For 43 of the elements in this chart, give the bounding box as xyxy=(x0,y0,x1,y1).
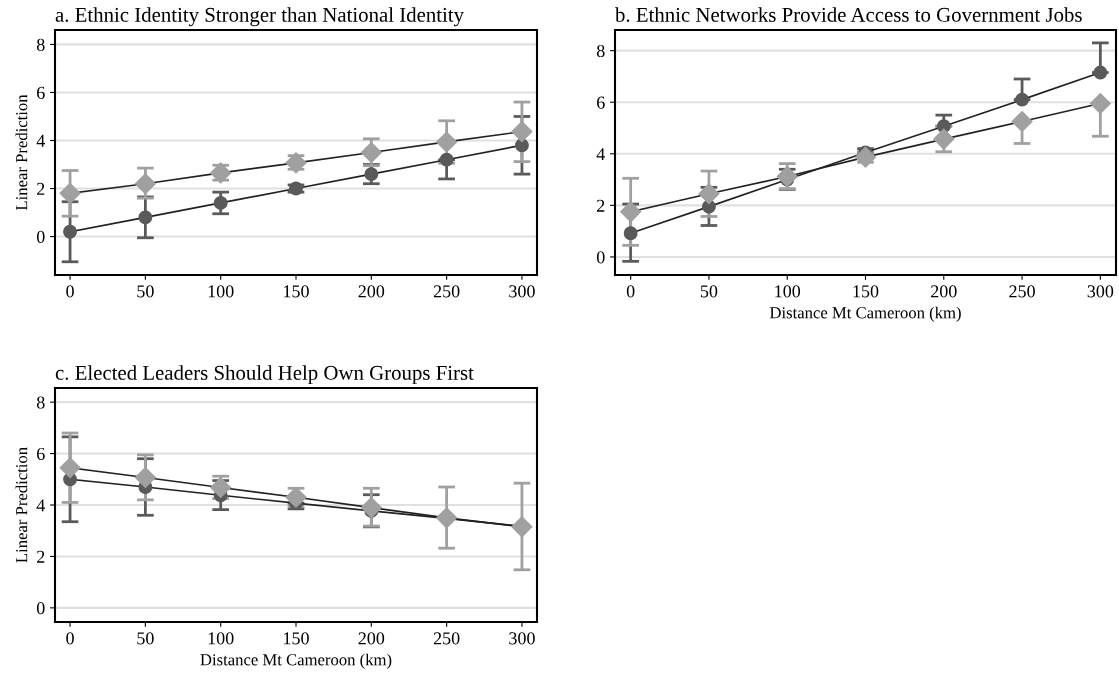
x-tick-label: 100 xyxy=(775,285,801,298)
y-tick-label: 4 xyxy=(36,499,45,512)
x-tick-label: 300 xyxy=(509,285,535,298)
x-tick-label: 50 xyxy=(137,285,154,298)
x-tick-label: 250 xyxy=(433,632,460,645)
y-tick-label: 8 xyxy=(36,396,45,409)
x-tick-label: 250 xyxy=(1009,285,1035,298)
x-tick-label: 0 xyxy=(66,632,74,645)
y-tick-label: 6 xyxy=(37,447,45,461)
x-tick-label: 0 xyxy=(626,285,635,298)
x-tick-label: 0 xyxy=(66,285,74,298)
x-tick-label: 100 xyxy=(208,632,234,645)
y-tick-label: 2 xyxy=(37,182,45,195)
chart-title: c. Elected Leaders Should Help Own Groups First xyxy=(55,365,474,385)
y-tick-label: 8 xyxy=(36,38,45,51)
x-tick-label: 250 xyxy=(433,285,460,298)
y-tick-label: 0 xyxy=(596,251,605,264)
x-tick-label: 150 xyxy=(284,632,309,645)
y-tick-label: 6 xyxy=(37,86,45,99)
y-tick-label: 0 xyxy=(36,230,45,244)
x-axis-title: Distance Mt Cameroon (km) xyxy=(200,653,392,669)
y-tick-label: 2 xyxy=(37,550,45,563)
x-tick-label: 200 xyxy=(358,285,385,298)
x-tick-label: 100 xyxy=(208,285,234,298)
x-tick-label: 300 xyxy=(509,632,535,645)
chart-title: a. Ethnic Identity Stronger than National Identity xyxy=(55,7,464,27)
y-tick-label: 6 xyxy=(597,96,605,109)
y-tick-label: 2 xyxy=(597,199,605,212)
y-axis-title: Linear Prediction xyxy=(15,447,28,563)
x-tick-label: 50 xyxy=(700,285,718,298)
y-axis-title: Linear Prediction xyxy=(15,94,28,211)
y-tick-label: 8 xyxy=(596,44,605,58)
x-tick-label: 150 xyxy=(853,285,879,298)
y-tick-label: 4 xyxy=(596,148,605,161)
x-tick-label: 200 xyxy=(358,632,385,645)
y-tick-label: 0 xyxy=(36,602,45,615)
x-tick-label: 300 xyxy=(1087,285,1114,298)
x-tick-label: 150 xyxy=(284,285,309,298)
x-tick-label: 50 xyxy=(137,632,154,645)
chart-title: b. Ethnic Networks Provide Access to Government Jobs xyxy=(615,7,1082,22)
y-tick-label: 4 xyxy=(36,134,45,147)
x-tick-label: 200 xyxy=(931,285,957,298)
x-axis-title: Distance Mt Cameroon (km) xyxy=(769,306,961,322)
